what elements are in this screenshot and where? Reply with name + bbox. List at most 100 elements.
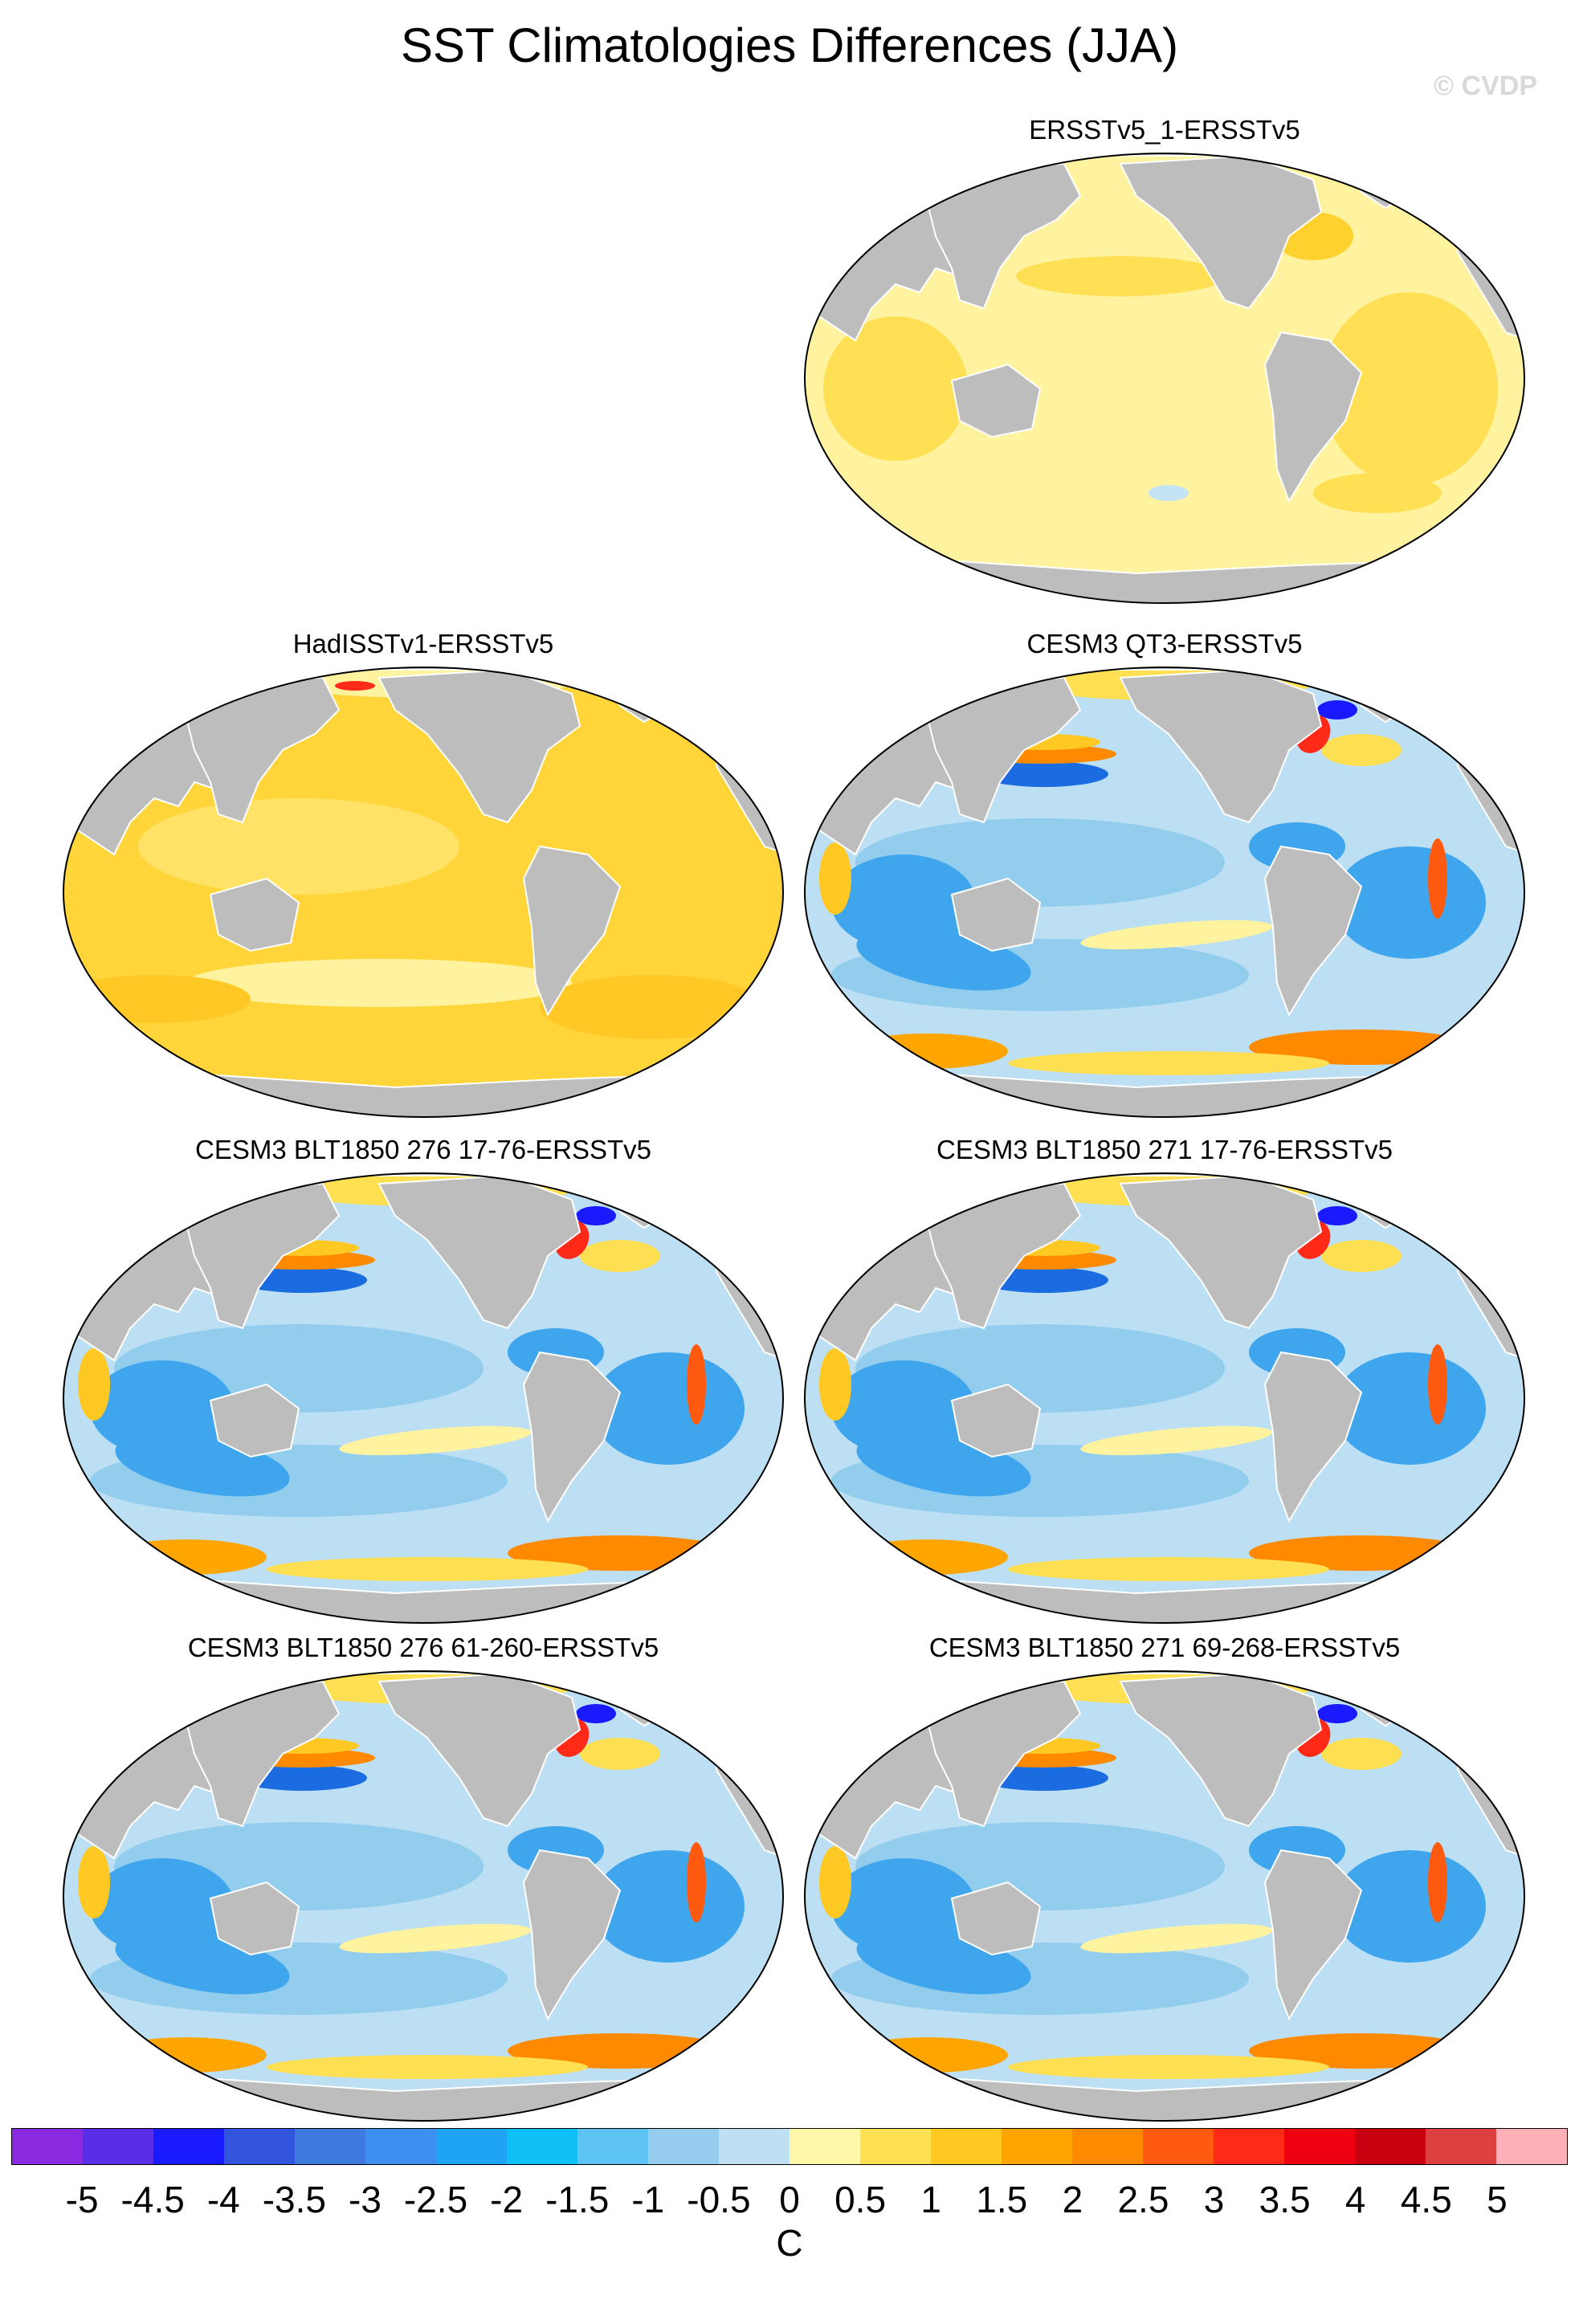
- anomaly-region: [1008, 1051, 1329, 1075]
- colorbar-tick-label: -5: [65, 2179, 99, 2220]
- australia: [950, 877, 1042, 952]
- colorbar-tick-label: 4.5: [1400, 2179, 1452, 2220]
- arctic: [63, 1671, 783, 1674]
- anomaly-region: [1080, 1425, 1273, 1456]
- anomaly-region: [540, 975, 765, 1039]
- colorbar-tick-label: 0: [779, 2179, 800, 2220]
- map-border: [804, 153, 1525, 604]
- colorbar-swatch: [224, 2129, 295, 2164]
- anomaly-region: [1149, 485, 1189, 501]
- anomaly-region: [592, 1850, 745, 1963]
- anomaly-region: [1317, 700, 1357, 720]
- anomaly-region: [819, 1846, 851, 1918]
- anomaly-region: [576, 1206, 616, 1225]
- anomaly-region: [831, 854, 976, 951]
- colorbar-tick-label: 2.5: [1117, 2179, 1169, 2220]
- anomaly-region: [896, 668, 992, 687]
- anomaly-region: [267, 2055, 588, 2079]
- map-field: [805, 1173, 1524, 1623]
- panel-title: CESM3 QT3-ERSSTv5: [1026, 629, 1303, 658]
- colorbar-swatch: [1143, 2129, 1214, 2164]
- panel-title: CESM3 BLT1850 276 17-76-ERSSTv5: [194, 1135, 651, 1164]
- colorbar-swatch: [507, 2129, 577, 2164]
- arctic: [805, 667, 1524, 671]
- anomaly-region: [1333, 846, 1486, 959]
- asia: [918, 676, 1082, 824]
- anomaly-region: [1317, 1206, 1357, 1225]
- map-field: [63, 667, 783, 1117]
- south-america: [1263, 845, 1363, 1017]
- anomaly-region: [1428, 1344, 1447, 1425]
- north-america: [1119, 1174, 1323, 1330]
- figure-title: SST Climatologies Differences (JJA): [400, 18, 1179, 72]
- colorbar-tick-label: 1.5: [976, 2179, 1028, 2220]
- colorbar-swatch: [153, 2129, 224, 2164]
- colorbar-swatch: [436, 2129, 507, 2164]
- colorbar-swatch: [790, 2129, 860, 2164]
- anomaly-region: [267, 1557, 588, 1581]
- anomaly-region: [576, 1704, 616, 1723]
- panel-title: ERSSTv5_1-ERSSTv5: [1029, 115, 1300, 145]
- asia: [918, 1182, 1082, 1330]
- south-america: [1263, 1351, 1363, 1523]
- anomaly-region: [847, 2037, 1008, 2073]
- anomaly-region: [1080, 919, 1273, 950]
- anomaly-region: [912, 156, 992, 172]
- colorbar-swatch: [1072, 2129, 1143, 2164]
- colorbar-tick-label: -1.5: [545, 2179, 610, 2220]
- colorbar-tick-label: 2: [1062, 2179, 1083, 2220]
- colorbar-tick-label: -3: [349, 2179, 381, 2220]
- asia: [177, 676, 341, 824]
- anomaly-region: [106, 2037, 267, 2073]
- map-panel-6: CESM3 BLT1850 276 61-260-ERSSTv5: [50, 1630, 797, 2127]
- anomaly-region: [339, 1425, 532, 1456]
- map-border: [804, 667, 1525, 1118]
- anomaly-region: [1016, 256, 1225, 296]
- arctic: [63, 667, 783, 671]
- colorbar-units: C: [776, 2222, 803, 2264]
- south-america: [522, 845, 622, 1017]
- anomaly-region: [896, 1672, 992, 1691]
- colorbar-swatch: [1496, 2129, 1567, 2164]
- anomaly-region: [847, 1539, 1008, 1575]
- map-border: [804, 1670, 1525, 2122]
- map: [804, 667, 1525, 1118]
- anomaly-region: [831, 1858, 976, 1955]
- australia: [209, 877, 300, 952]
- map-panel-5: CESM3 BLT1850 271 17-76-ERSSTv5: [791, 1132, 1538, 1629]
- colorbar-swatch: [860, 2129, 931, 2164]
- south-america: [1263, 1849, 1363, 2021]
- map-field: [805, 153, 1524, 603]
- australia: [950, 1383, 1042, 1458]
- anomaly-region: [1313, 473, 1442, 513]
- north-america: [1119, 154, 1323, 310]
- australia: [950, 363, 1042, 438]
- panel-title: HadISSTv1-ERSSTv5: [292, 629, 554, 658]
- colorbar-swatch: [931, 2129, 1002, 2164]
- anomaly-region: [831, 1360, 976, 1457]
- map-panel-7: CESM3 BLT1850 271 69-268-ERSSTv5: [791, 1630, 1538, 2127]
- south-america: [1263, 331, 1363, 504]
- map-field: [805, 667, 1524, 1117]
- map: [63, 1172, 784, 1624]
- australia: [209, 1383, 300, 1458]
- map-border: [63, 667, 784, 1118]
- colorbar-swatch: [648, 2129, 719, 2164]
- anomaly-region: [339, 1923, 532, 1954]
- colorbar-tick-label: 3.5: [1259, 2179, 1311, 2220]
- map-field: [63, 1671, 783, 2121]
- colorbar-swatch: [1214, 2129, 1284, 2164]
- anomaly-region: [1428, 1842, 1447, 1922]
- map-panel-2: HadISSTv1-ERSSTv5: [50, 626, 797, 1123]
- colorbar-swatch: [1002, 2129, 1072, 2164]
- panel-title: CESM3 BLT1850 271 17-76-ERSSTv5: [936, 1135, 1393, 1164]
- colorbar-swatch: [1355, 2129, 1426, 2164]
- anomaly-region: [980, 761, 1108, 787]
- colorbar-swatch: [12, 2129, 83, 2164]
- colorbar-tick-label: -0.5: [687, 2179, 751, 2220]
- anomaly-region: [980, 1765, 1108, 1791]
- map-border: [804, 1172, 1525, 1624]
- anomaly-region: [1321, 1738, 1402, 1770]
- map-panel-3: CESM3 QT3-ERSSTv5: [791, 626, 1538, 1123]
- colorbar-swatch: [1284, 2129, 1355, 2164]
